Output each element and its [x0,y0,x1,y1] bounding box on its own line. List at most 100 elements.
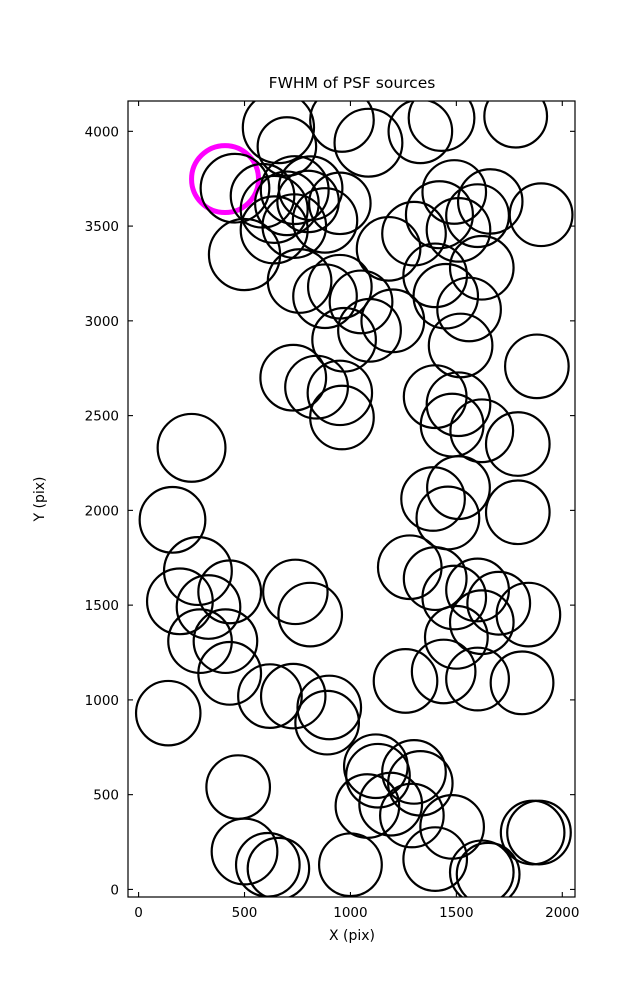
psf-source-circle [266,248,333,314]
psf-source-circle [328,269,394,335]
y-tick-label: 0 [110,882,119,898]
psf-source-circle [402,546,468,612]
psf-source-circle [261,193,328,259]
y-tick-label: 500 [93,788,119,804]
psf-source-circle [499,799,566,866]
psf-source-circle [291,187,359,254]
psf-source-circle [292,263,358,330]
psf-source-circle [284,354,349,420]
psf-source-circle [360,288,426,354]
psf-source-circle [294,689,361,756]
psf-source-circle [355,215,422,282]
psf-source-circle [259,343,328,412]
psf-source-circle [309,101,375,153]
psf-source-circle [277,155,344,222]
x-axis-ticks: 0 500 1000 1500 2000 [134,101,579,921]
psf-circles-layer [134,101,574,897]
psf-source-circle [421,564,488,631]
x-tick-label: 1500 [439,905,473,921]
page-title: FWHM of PSF sources [269,74,436,92]
psf-source-circle [296,674,363,741]
psf-source-circle [402,364,468,430]
y-tick-label: 3000 [85,314,119,330]
psf-source-circle [308,171,372,236]
psf-source-circle [259,662,327,730]
psf-source-circle [237,663,303,729]
x-tick-label: 2000 [545,905,579,921]
psf-source-circle [333,107,404,178]
psf-source-circle [456,168,524,235]
y-tick-label: 3500 [85,219,119,235]
psf-source-circle [381,739,447,805]
chart-title-group: FWHM of PSF sources [269,74,436,92]
psf-source-circle [449,398,515,464]
psf-source-circle [448,839,515,897]
axes-border [127,100,576,898]
psf-source-circle [379,782,445,849]
psf-source-circle [256,116,318,177]
psf-source-circle [484,479,551,546]
psf-source-circle [192,608,259,675]
psf-source-circle [197,640,263,706]
psf-source-circle [358,771,424,837]
psf-source-circle [306,359,374,427]
psf-source-circle [381,200,447,267]
psf-source-circle [197,559,263,625]
psf-source-circle [489,650,555,716]
psf-source-circle [425,371,492,438]
psf-source-circle [484,411,551,477]
psf-source-circle [427,312,494,379]
y-tick-label: 1500 [85,598,119,614]
psf-source-circle [162,536,233,607]
x-tick-label: 0 [134,905,143,921]
psf-source-circle [423,604,489,670]
y-axis-label: Y (pix) [32,477,48,523]
psf-source-circle [156,412,227,483]
y-tick-label: 1000 [85,693,119,709]
psf-source-circle [134,679,202,747]
psf-source-circle [387,101,454,165]
psf-source-circle [309,384,375,451]
psf-source-circle [455,841,521,897]
psf-source-circle [402,242,469,309]
psf-source-circle [402,826,469,892]
psf-source-circle [239,174,309,244]
psf-source-circle [207,217,282,292]
psf-source-circle [503,333,570,400]
psf-source-circle [205,754,272,820]
psf-source-circle [483,101,549,149]
psf-source-circle [400,466,466,532]
psf-source-circle [241,101,316,165]
psf-source-circle [175,574,242,640]
psf-source-circle [317,832,383,897]
x-tick-label: 500 [232,905,258,921]
psf-source-circle [210,817,279,886]
psf-source-circle [404,180,474,250]
psf-source-circle [277,581,344,648]
psf-source-circle [199,152,271,224]
psf-source-circle [410,638,477,705]
psf-source-circle [445,646,510,712]
psf-source-circle [508,182,574,248]
x-axis-label: X (pix) [329,928,375,944]
psf-source-circle [372,648,439,714]
psf-source-circle [262,558,329,626]
psf-source-circle [495,581,562,648]
psf-source-circle [246,836,311,897]
psf-source-circle [234,831,301,897]
y-tick-label: 2000 [85,503,119,519]
y-tick-label: 2500 [85,409,119,425]
psf-source-circle [407,101,476,152]
psf-source-circle [421,159,488,225]
psf-source-circle [259,155,330,226]
psf-source-circle [436,276,502,343]
psf-source-circle [426,455,491,521]
axes-frame [127,100,576,898]
psf-source-circle [376,534,443,601]
psf-source-circle [145,567,214,636]
psf-source-circle [419,392,485,458]
x-tick-label: 1000 [333,905,367,921]
psf-source-circle [311,306,377,373]
